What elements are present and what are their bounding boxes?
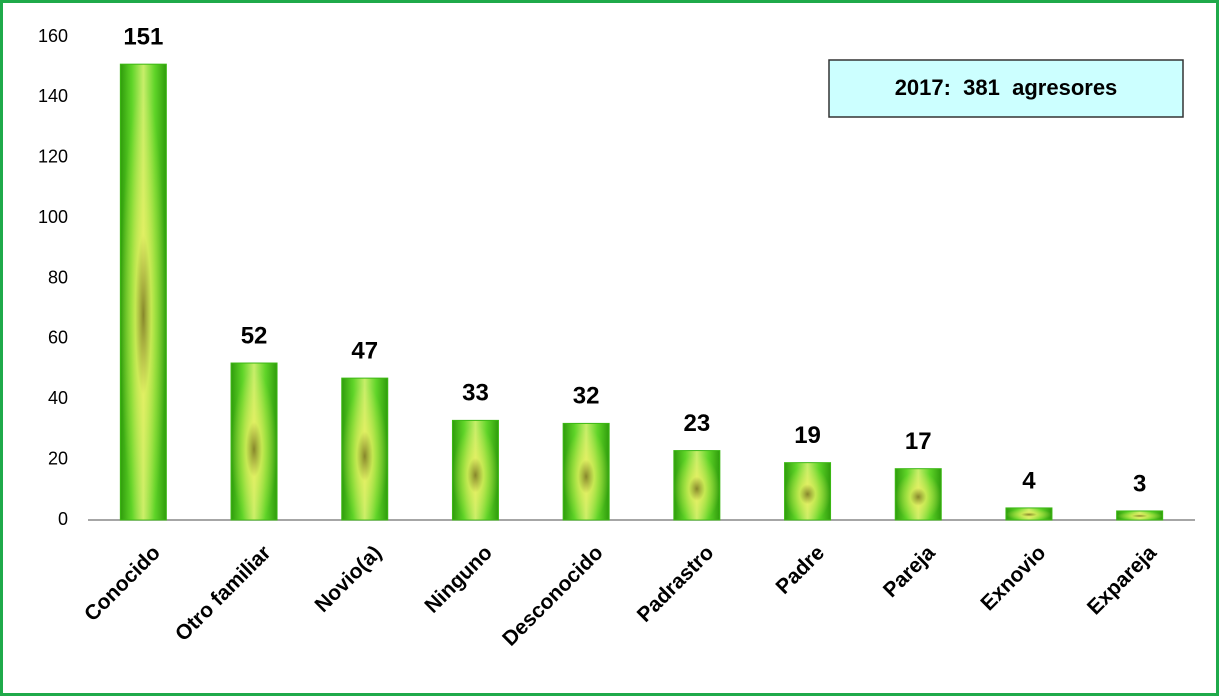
y-tick-label: 160	[38, 26, 68, 46]
bar	[1005, 507, 1053, 521]
annotation: 2017: 381 agresores	[895, 75, 1118, 100]
y-tick-label: 80	[48, 267, 68, 287]
y-tick-label: 20	[48, 448, 68, 468]
bar	[119, 63, 167, 521]
bar	[894, 468, 942, 521]
value-label: 19	[794, 422, 821, 449]
bar	[673, 450, 721, 521]
value-label: 4	[1022, 467, 1036, 494]
value-label: 17	[905, 428, 932, 455]
value-label: 52	[241, 322, 268, 349]
value-label: 33	[462, 380, 489, 407]
value-label: 47	[351, 337, 378, 364]
y-tick-label: 60	[48, 328, 68, 348]
bar	[341, 377, 389, 521]
bar	[1116, 510, 1164, 521]
bar	[230, 362, 278, 521]
value-label: 151	[123, 24, 163, 51]
bar	[451, 419, 499, 521]
bar	[784, 462, 832, 521]
value-label: 3	[1133, 470, 1146, 497]
annotation-box	[828, 59, 1184, 118]
y-tick-label: 100	[38, 207, 68, 227]
y-tick-label: 0	[58, 509, 68, 529]
y-tick-label: 40	[48, 388, 68, 408]
value-label: 23	[683, 410, 710, 437]
bar	[562, 422, 610, 521]
y-tick-label: 140	[38, 86, 68, 106]
value-label: 32	[573, 383, 600, 410]
y-tick-label: 120	[38, 147, 68, 167]
